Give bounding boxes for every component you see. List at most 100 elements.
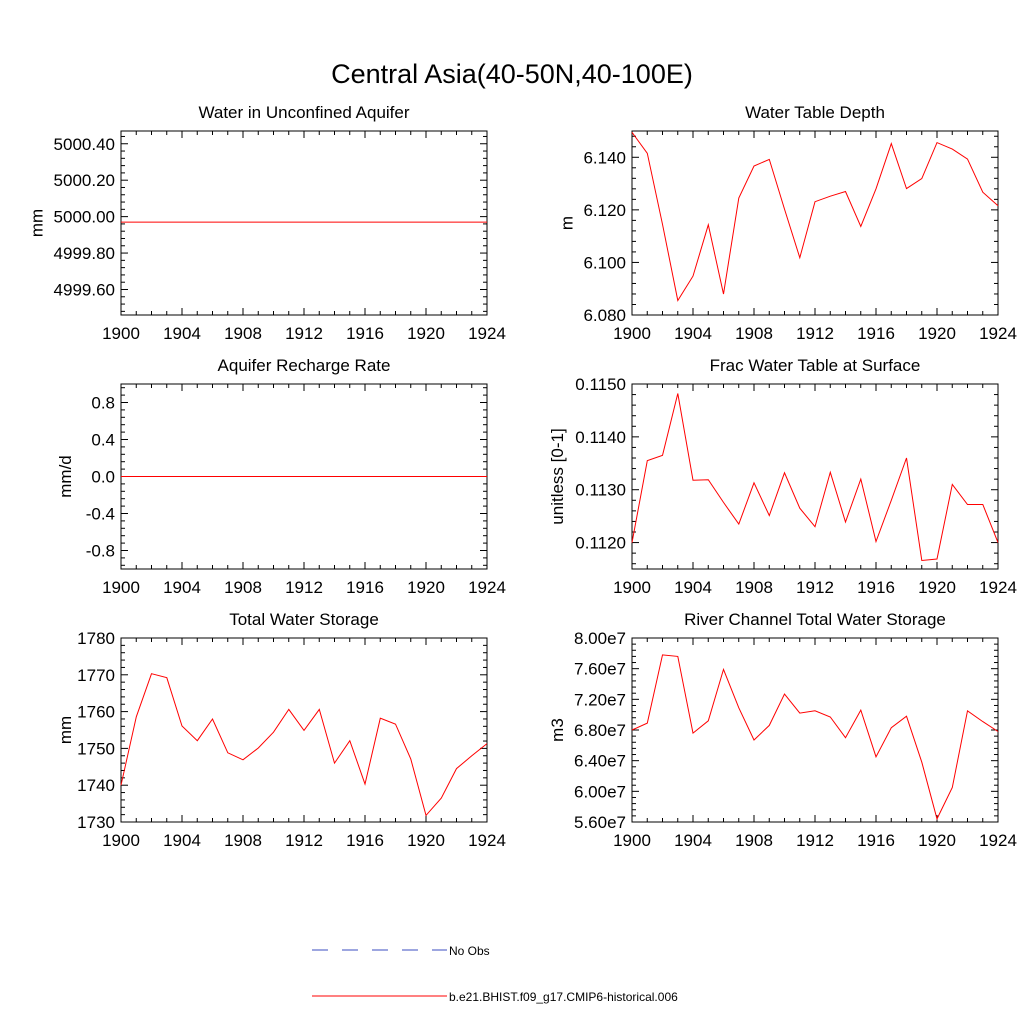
- x-tick-label: 1904: [674, 324, 712, 343]
- x-tick-label: 1900: [102, 831, 140, 850]
- y-tick-label: -0.8: [86, 542, 115, 561]
- y-axis-label: mm/d: [56, 455, 75, 498]
- panel-frac-water-table: 1900 1904 1908 1912 1916 1920 1924 0.1120 0.1130…: [548, 356, 1017, 597]
- y-tick-label: 0.1120: [575, 534, 626, 553]
- x-tick-label: 1904: [163, 831, 201, 850]
- x-tick-label: 1912: [796, 831, 834, 850]
- y-tick-label: 7.20e7: [574, 690, 626, 709]
- y-tick-label: 5000.20: [54, 171, 115, 190]
- x-tick-label: 1924: [468, 578, 506, 597]
- series-line: [631, 654, 999, 821]
- x-tick-label: 1900: [613, 324, 651, 343]
- x-tick-label: 1908: [735, 578, 773, 597]
- legend: No Obs b.e21.BHIST.f09_g17.CMIP6-histori…: [312, 944, 678, 1004]
- x-tick-label: 1916: [346, 324, 384, 343]
- y-axis-label: mm: [28, 209, 47, 237]
- x-tick-label: 1912: [285, 324, 323, 343]
- y-tick-label: 6.80e7: [574, 721, 626, 740]
- plot-frame: [120, 130, 488, 316]
- x-tick-label: 1912: [285, 578, 323, 597]
- x-tick-label: 1908: [735, 324, 773, 343]
- x-tick-label: 1904: [163, 578, 201, 597]
- y-tick-label: 4999.60: [54, 280, 115, 299]
- x-tick-label: 1920: [918, 578, 956, 597]
- y-tick-label: 1760: [77, 703, 115, 722]
- x-tick-label: 1908: [735, 831, 773, 850]
- y-tick-label: 5000.00: [54, 208, 115, 227]
- x-tick-label: 1904: [163, 324, 201, 343]
- panel-aquifer-water: 1900 1904 1908 1912 1916 1920 1924 4999.60 4999.…: [28, 103, 506, 343]
- x-tick-label: 1920: [918, 831, 956, 850]
- panel-title: Total Water Storage: [229, 610, 379, 629]
- x-tick-label: 1912: [796, 324, 834, 343]
- x-tick-label: 1916: [857, 831, 895, 850]
- y-tick-label: -0.4: [86, 505, 115, 524]
- panel-river-storage: 1900 1904 1908 1912 1916 1920 1924 5.60e7 6.00e7…: [548, 610, 1017, 850]
- legend-no-obs-label: No Obs: [449, 944, 490, 958]
- y-tick-label: 6.080: [583, 306, 626, 325]
- y-axis-label: m: [558, 216, 577, 230]
- y-tick-label: 6.140: [583, 148, 626, 167]
- y-tick-label: 0.1130: [575, 481, 626, 500]
- y-tick-label: 1770: [77, 666, 115, 685]
- x-tick-label: 1908: [224, 324, 262, 343]
- plot-frame: [631, 130, 999, 316]
- plot-frame: [631, 383, 999, 570]
- y-tick-label: 1780: [77, 629, 115, 648]
- y-tick-label: 0.1150: [575, 375, 626, 394]
- x-tick-label: 1924: [979, 578, 1017, 597]
- y-tick-label: 1750: [77, 739, 115, 758]
- y-tick-label: 8.00e7: [574, 629, 626, 648]
- x-tick-label: 1908: [224, 578, 262, 597]
- x-tick-label: 1924: [979, 324, 1017, 343]
- x-tick-label: 1916: [346, 578, 384, 597]
- x-tick-label: 1920: [407, 578, 445, 597]
- y-tick-label: 0.0: [91, 468, 115, 487]
- y-tick-label: 1740: [77, 776, 115, 795]
- x-tick-label: 1900: [102, 578, 140, 597]
- y-tick-label: 0.8: [91, 394, 115, 413]
- x-tick-label: 1920: [407, 831, 445, 850]
- y-tick-label: 6.40e7: [574, 752, 626, 771]
- x-tick-label: 1912: [285, 831, 323, 850]
- x-tick-label: 1916: [346, 831, 384, 850]
- x-tick-label: 1920: [918, 324, 956, 343]
- x-tick-label: 1924: [468, 831, 506, 850]
- x-tick-label: 1920: [407, 324, 445, 343]
- y-tick-label: 4999.80: [54, 244, 115, 263]
- series-line: [631, 132, 999, 302]
- x-tick-label: 1924: [468, 324, 506, 343]
- plot-frame: [631, 637, 999, 823]
- y-tick-label: 7.60e7: [574, 660, 626, 679]
- y-tick-label: 0.4: [91, 431, 115, 450]
- y-axis-label: mm: [56, 716, 75, 744]
- y-tick-label: 6.120: [583, 201, 626, 220]
- panel-title: River Channel Total Water Storage: [684, 610, 946, 629]
- x-tick-label: 1912: [796, 578, 834, 597]
- panel-recharge-rate: 1900 1904 1908 1912 1916 1920 1924 -0.8 -0.4 0.0 0…: [56, 356, 506, 597]
- panel-title: Water Table Depth: [745, 103, 885, 122]
- y-axis-label: m3: [548, 718, 567, 742]
- x-tick-label: 1916: [857, 324, 895, 343]
- legend-model-label: b.e21.BHIST.f09_g17.CMIP6-historical.006: [449, 990, 678, 1004]
- y-tick-label: 5.60e7: [574, 813, 626, 832]
- x-tick-label: 1904: [674, 831, 712, 850]
- x-tick-label: 1916: [857, 578, 895, 597]
- panel-total-water-storage: 1900 1904 1908 1912 1916 1920 1924 1730 1740 1750…: [56, 610, 506, 850]
- panel-title: Frac Water Table at Surface: [710, 356, 921, 375]
- panel-water-table-depth: 1900 1904 1908 1912 1916 1920 1924 6.080 6.100 6.…: [558, 103, 1017, 343]
- series-line: [120, 673, 488, 817]
- x-tick-label: 1908: [224, 831, 262, 850]
- x-tick-label: 1924: [979, 831, 1017, 850]
- x-tick-label: 1900: [613, 831, 651, 850]
- y-axis-label: unitless [0-1]: [548, 428, 567, 524]
- series-line: [631, 393, 999, 562]
- y-tick-label: 6.100: [583, 253, 626, 272]
- figure-title: Central Asia(40-50N,40-100E): [331, 59, 693, 89]
- y-tick-label: 0.1140: [575, 428, 626, 447]
- x-tick-label: 1904: [674, 578, 712, 597]
- panel-title: Water in Unconfined Aquifer: [198, 103, 409, 122]
- y-tick-label: 1730: [77, 813, 115, 832]
- panels: 1900 1904 1908 1912 1916 1920 1924 4999.60 4999.…: [28, 103, 1017, 850]
